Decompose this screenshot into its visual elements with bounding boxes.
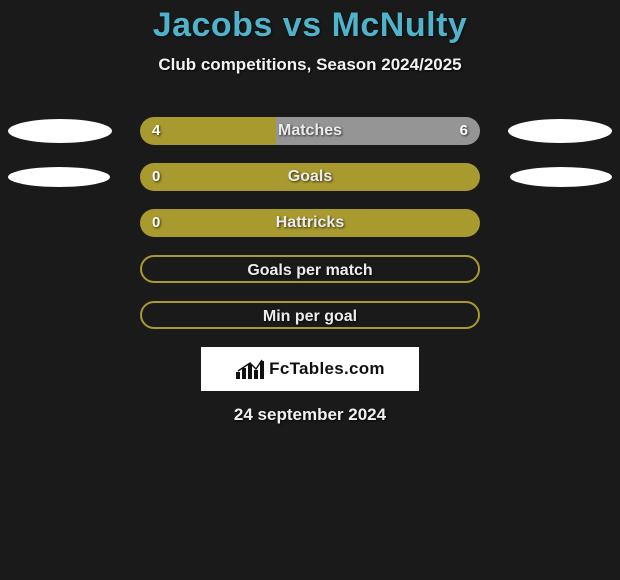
stat-pill: Hattricks0 xyxy=(140,209,480,237)
stat-pill: Min per goal xyxy=(140,301,480,329)
page-title: Jacobs vs McNulty xyxy=(0,6,620,45)
stat-label: Hattricks xyxy=(140,209,480,237)
stat-left-value: 0 xyxy=(152,209,160,237)
brand-box[interactable]: FcTables.com xyxy=(201,347,419,391)
left-ellipse xyxy=(8,167,110,187)
stat-left-value: 4 xyxy=(152,117,160,145)
bars-icon xyxy=(235,358,265,380)
stat-pill: Goals per match xyxy=(140,255,480,283)
stat-label: Min per goal xyxy=(142,303,478,331)
stat-left-value: 0 xyxy=(152,163,160,191)
stat-pill: Matches4 6 xyxy=(140,117,480,145)
stat-label: Goals per match xyxy=(142,257,478,285)
right-ellipse xyxy=(510,167,612,187)
stat-label: Matches xyxy=(140,117,480,145)
subtitle: Club competitions, Season 2024/2025 xyxy=(0,55,620,75)
stats-comparison-card: Jacobs vs McNulty Club competitions, Sea… xyxy=(0,0,620,580)
brand-text: FcTables.com xyxy=(269,359,385,379)
right-ellipse xyxy=(508,119,612,143)
footer-date: 24 september 2024 xyxy=(0,405,620,425)
stat-row: Hattricks0 xyxy=(0,209,620,237)
stat-right-value: 6 xyxy=(460,117,468,145)
stat-row: Matches4 6 xyxy=(0,117,620,145)
stat-rows: Matches46Goals0Hattricks0Goals per match… xyxy=(0,117,620,329)
left-ellipse xyxy=(8,119,112,143)
stat-row: Goals0 xyxy=(0,163,620,191)
stat-row: Goals per match xyxy=(0,255,620,283)
stat-pill: Goals0 xyxy=(140,163,480,191)
stat-label: Goals xyxy=(140,163,480,191)
stat-row: Min per goal xyxy=(0,301,620,329)
